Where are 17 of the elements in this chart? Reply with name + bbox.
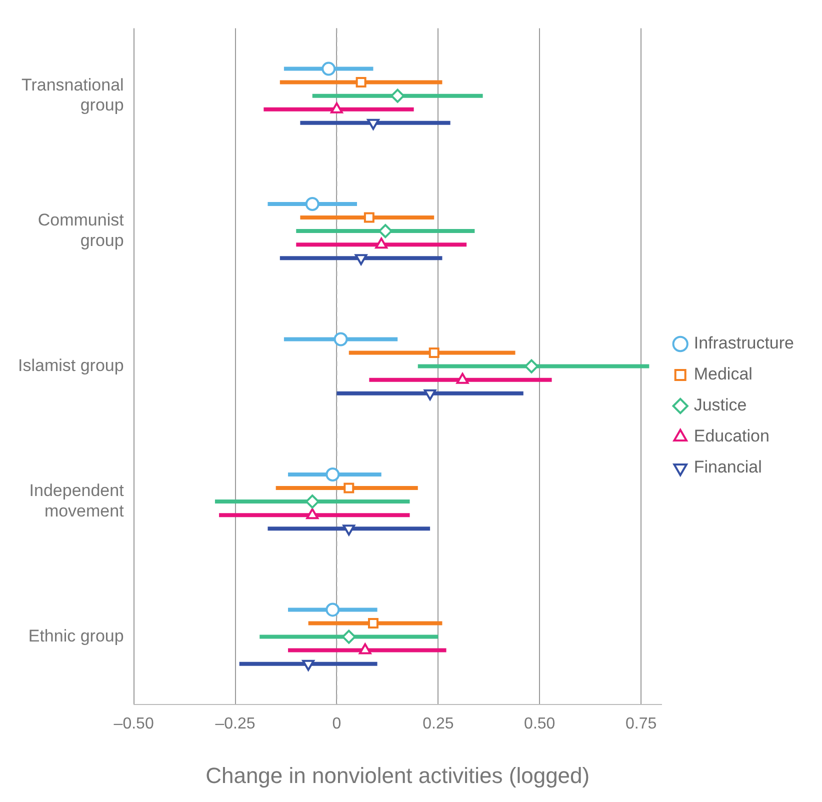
x-tick-label: 0.25 xyxy=(422,715,454,732)
y-tick-label: Transnational group xyxy=(21,75,124,115)
x-tick-label: 0.50 xyxy=(524,715,556,732)
y-tick-label: Ethnic group xyxy=(28,626,124,646)
y-tick-label: Communist group xyxy=(38,210,124,250)
x-tick-label: 0 xyxy=(332,715,342,732)
legend-label: Financial xyxy=(694,458,762,477)
x-tick-label: 0.75 xyxy=(625,715,657,732)
legend-label: Education xyxy=(694,426,770,446)
x-axis-title: Change in nonviolent activities (logged) xyxy=(206,762,590,788)
legend-label: Infrastructure xyxy=(694,334,794,353)
legend-label: Medical xyxy=(694,364,752,384)
legend-label: Justice xyxy=(694,396,747,415)
y-tick-label: Islamist group xyxy=(18,356,124,375)
y-tick-label: Independent movement xyxy=(29,481,124,520)
x-tick-label: –0.25 xyxy=(215,715,256,732)
x-tick-label: –0.50 xyxy=(114,715,154,732)
